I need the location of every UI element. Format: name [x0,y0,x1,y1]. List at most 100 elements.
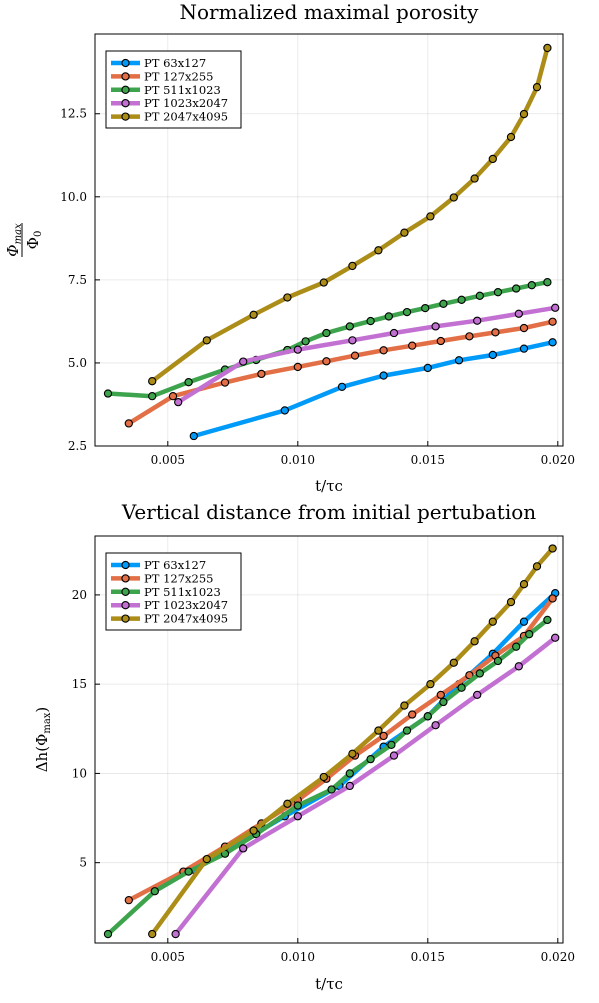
data-point [148,929,157,939]
data-point [525,630,534,639]
data-point [548,594,557,603]
data-point [293,362,302,372]
data-point [436,336,445,346]
data-point [124,896,133,905]
legend-swatch-marker [121,72,130,81]
data-point [124,419,133,428]
x-tick-label: 0.010 [281,453,315,467]
data-point [439,299,448,308]
legend-swatch-marker [121,587,130,596]
data-point [465,332,474,341]
legend-entry: PT 2047x4095 [144,612,228,626]
data-point [423,363,432,373]
data-point [174,397,183,407]
data-point [171,929,180,939]
data-point [366,316,375,326]
legend-entry: PT 1023x2047 [144,598,228,612]
data-point [319,278,328,287]
series-pt-127x255 [124,594,557,905]
series-line [173,635,558,937]
legend-entry: PT 511x1023 [144,83,221,97]
data-point [449,658,458,667]
y-tick-label: 7.5 [68,273,87,287]
data-point [548,338,557,347]
series-pt-1023x2047 [174,303,560,407]
data-point [345,769,354,778]
data-point [475,669,484,678]
data-point [348,749,357,758]
data-point [400,228,409,237]
data-point [366,754,375,764]
data-point [283,293,292,302]
legend-swatch-marker [121,58,130,68]
data-point [532,83,542,92]
data-point [436,690,445,700]
legend-entry: PT 511x1023 [144,585,221,599]
data-point [348,261,357,271]
data-point [527,281,536,290]
data-point [514,662,523,671]
data-point [168,392,178,401]
data-point [548,317,557,326]
legend-swatch-marker [121,574,130,583]
y-label-denominator: Φ0 [24,231,44,250]
legend-entry: PT 2047x4095 [144,110,228,124]
data-point [402,726,412,735]
data-point [184,867,193,876]
data-point [322,328,331,338]
data-point [379,731,388,741]
data-point [473,316,482,325]
data-point [470,174,479,183]
data-point [345,322,354,331]
x-axis-label: t/τc [315,477,343,495]
data-point [148,377,157,386]
data-point [150,887,159,896]
legend-entry: PT 1023x2047 [144,96,228,110]
y-tick-label: 12.5 [60,107,87,121]
data-point [426,212,435,221]
data-point [548,544,557,553]
data-point [506,597,516,607]
data-point [239,844,248,853]
data-point [327,785,336,794]
data-point [439,697,448,707]
plot-frame [94,33,564,447]
data-point [408,710,417,719]
data-point [322,357,331,366]
data-point [374,726,383,735]
x-tick-label: 0.015 [411,453,445,467]
data-point [400,701,409,710]
data-point [283,799,292,808]
data-point [220,378,230,387]
x-tick-label: 0.020 [541,950,575,964]
data-point [301,337,310,346]
data-point [379,371,388,380]
x-axis-label: t/τc [315,975,343,993]
series-line [149,45,550,384]
series-pt-2047x4095 [148,544,557,939]
y-axis-label: Δh(Φmax) [33,707,53,773]
legend-entry: PT 127x255 [144,69,213,83]
data-point [519,109,529,119]
data-point [532,562,542,571]
series-pt-2047x4095 [148,43,552,386]
legend-swatch-marker [121,85,130,94]
data-point [493,288,503,297]
series-line [149,546,555,937]
data-point [239,357,248,366]
data-point [293,801,302,810]
data-point [519,580,529,589]
legend-entry: PT 63x127 [144,56,206,70]
legend-swatch-marker [121,99,130,108]
data-point [384,312,393,321]
series-pt-511x1023 [103,615,552,939]
x-tick-label: 0.020 [541,453,575,467]
data-point [389,328,399,338]
data-point [280,406,289,415]
data-point [389,751,399,760]
data-point [512,642,521,651]
y-tick-label: 20 [72,588,87,602]
data-point [488,154,497,164]
legend-swatch-marker [121,560,130,570]
data-point [319,772,328,782]
